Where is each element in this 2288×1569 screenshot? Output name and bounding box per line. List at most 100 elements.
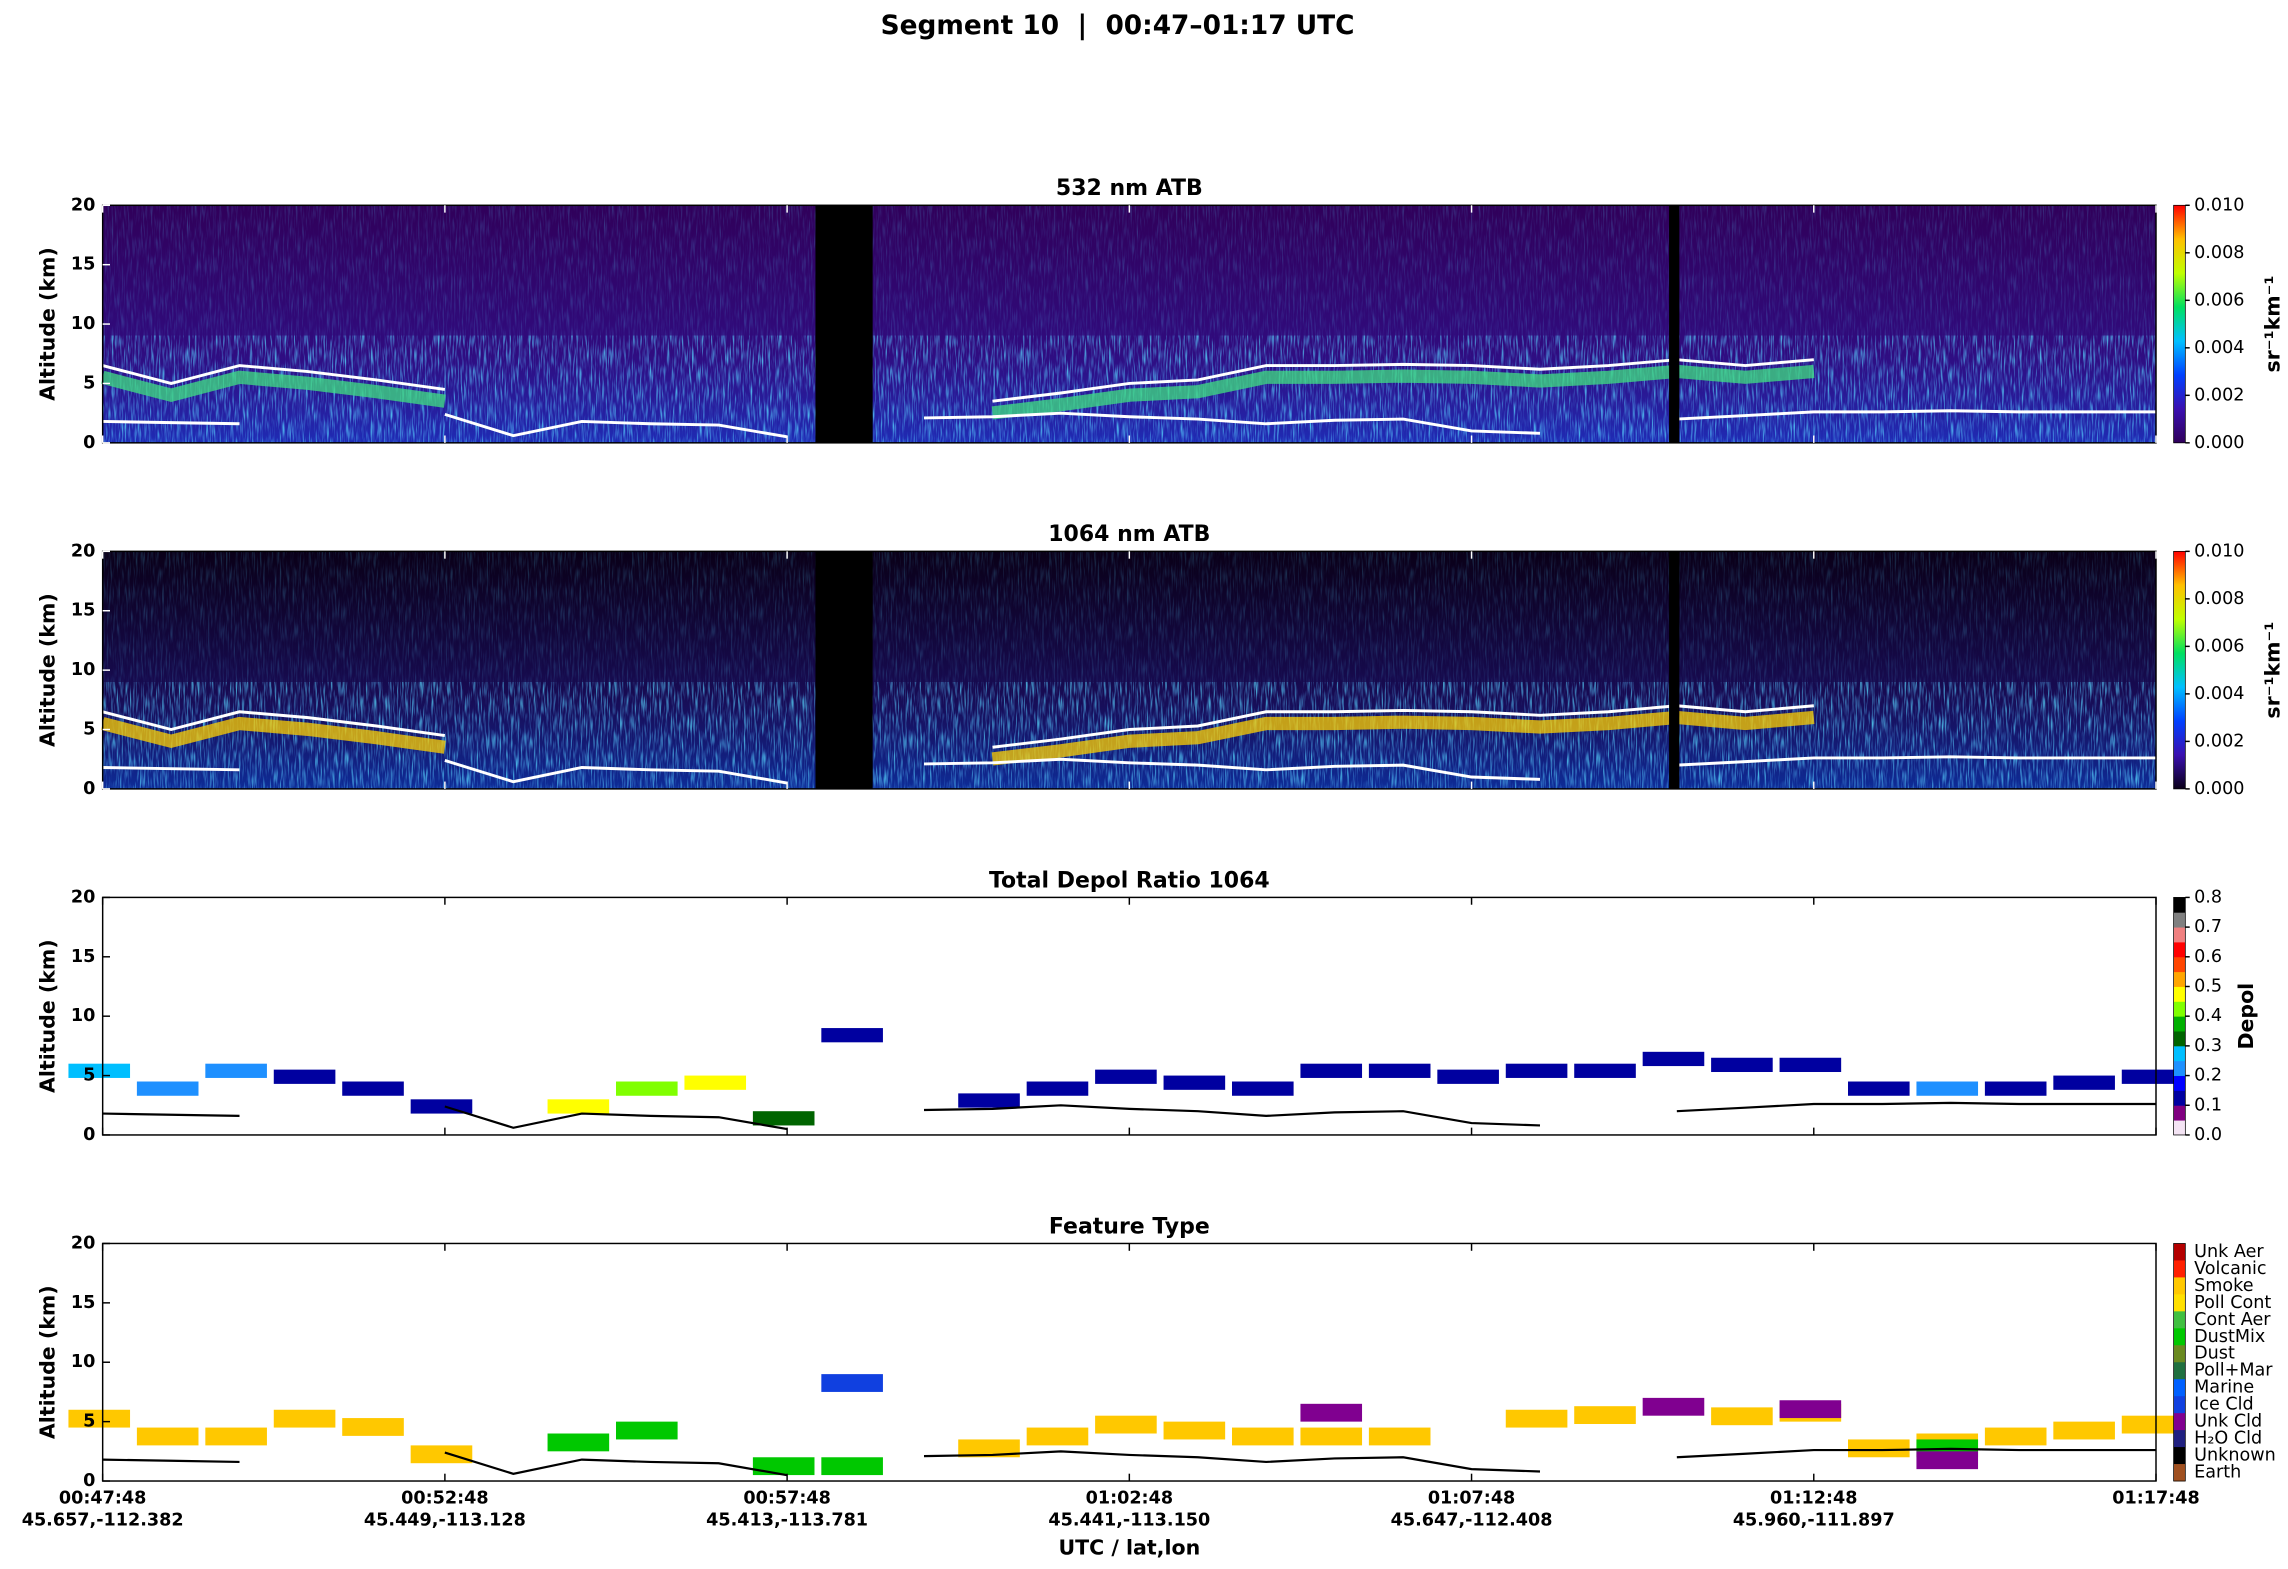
feature-block <box>1848 1439 1910 1458</box>
colorbar-tick-label: 0.002 <box>2194 731 2244 751</box>
y-tick-label: 20 <box>71 887 95 907</box>
y-tick-label: 20 <box>71 541 95 561</box>
depol-layer <box>1848 1081 1910 1096</box>
depol-layer <box>1711 1057 1773 1073</box>
feature-block <box>1916 1451 1979 1470</box>
colorbar-tick-label: 0.5 <box>2194 976 2222 996</box>
feature-block <box>273 1409 336 1428</box>
x-tick-sublabel: 45.449,-113.128 <box>364 1511 526 1531</box>
legend-swatch <box>2173 1396 2186 1414</box>
plot-background <box>102 1243 2156 1482</box>
legend-label: Cont Aer <box>2194 1310 2271 1330</box>
legend-label: Marine <box>2194 1378 2254 1398</box>
surface-line <box>102 1101 2156 1131</box>
colorbar-tick-label: 0.000 <box>2194 779 2244 799</box>
feature-block <box>1300 1403 1363 1422</box>
colorbar-cell <box>2173 927 2186 943</box>
depol-layer <box>1300 1063 1363 1078</box>
x-tick-sublabel: 45.441,-113.150 <box>1048 1511 1210 1531</box>
feature-block <box>68 1409 131 1428</box>
y-tick-label: 5 <box>83 1412 95 1432</box>
colorbar-frame <box>2173 1243 2186 1482</box>
colorbar-tick-label: 0.002 <box>2194 385 2244 405</box>
feature-block <box>821 1374 883 1392</box>
colorbar-tick-label: 0.010 <box>2194 195 2244 215</box>
depol-layer <box>205 1063 267 1078</box>
colorbar-cell <box>2173 912 2186 928</box>
colorbar-cell <box>2173 1031 2186 1047</box>
y-tick-label: 5 <box>83 1066 95 1086</box>
feature-block <box>752 1457 815 1476</box>
colorbar-cell <box>2173 941 2186 958</box>
surface-line <box>102 1447 2156 1477</box>
depol-layer <box>136 1081 199 1096</box>
depol-layer <box>1916 1081 1979 1096</box>
y-tick-label: 15 <box>71 947 95 967</box>
no-data-gap <box>1669 551 1680 789</box>
surface-line <box>102 755 2156 785</box>
depol-layer <box>2053 1075 2115 1090</box>
depol-layer <box>273 1069 336 1084</box>
feature-block <box>342 1418 404 1436</box>
feature-block <box>1300 1427 1363 1446</box>
no-data-gap <box>1669 205 1680 443</box>
colorbar-tick-label: 0.006 <box>2194 636 2244 656</box>
colorbar-tick-label: 0.0 <box>2194 1125 2222 1145</box>
feature-block <box>1711 1407 1773 1426</box>
legend-label: Unknown <box>2194 1446 2276 1466</box>
depol-layer <box>1984 1081 2047 1096</box>
legend-swatch <box>2173 1447 2186 1465</box>
x-tick-sublabel: 45.960,-111.897 <box>1733 1511 1895 1531</box>
y-tick-label: 15 <box>71 255 95 275</box>
colorbar-tick-label: 0.1 <box>2194 1095 2222 1115</box>
feature-block <box>1095 1415 1157 1434</box>
feature-block <box>958 1439 1020 1458</box>
colorbar-tick-label: 0.7 <box>2194 917 2222 937</box>
depol-layer <box>1574 1063 1636 1078</box>
legend-swatch <box>2173 1243 2186 1261</box>
colorbar-tick-label: 0.008 <box>2194 243 2244 263</box>
legend-swatch <box>2173 1413 2186 1431</box>
legend-label: Volcanic <box>2194 1259 2266 1279</box>
x-tick-label: 01:12:48 <box>1770 1489 1857 1509</box>
legend-label: Poll+Mar <box>2194 1361 2273 1381</box>
colorbar-cell <box>2173 897 2186 913</box>
x-tick-label: 01:17:48 <box>2112 1489 2199 1509</box>
legend-label: Ice Cld <box>2194 1395 2254 1415</box>
colorbar-tick-label: 0.8 <box>2194 887 2222 907</box>
colorbar-cell <box>2173 1001 2186 1017</box>
legend-label: Earth <box>2194 1463 2241 1483</box>
feature-block <box>547 1433 610 1452</box>
feature-block <box>2053 1421 2115 1440</box>
colorbar-tick-label: 0.2 <box>2194 1066 2222 1086</box>
depol-layer <box>342 1081 404 1096</box>
figure-title: Segment 10 | 00:47–01:17 UTC <box>881 11 1355 41</box>
colorbar-label: Depol <box>2234 983 2258 1050</box>
panel: 0 5 10 15 20 Altitude (km) Total Depol Ratio 1… <box>35 868 2258 1145</box>
depol-layer <box>1642 1051 1705 1067</box>
depol-layer <box>616 1081 678 1096</box>
depol-layer <box>1232 1081 1294 1096</box>
y-tick-label: 10 <box>71 1006 95 1026</box>
feature-block <box>136 1427 199 1446</box>
y-axis-label: Altitude (km) <box>35 247 59 401</box>
depol-layer <box>684 1075 747 1090</box>
y-tick-label: 15 <box>71 1293 95 1313</box>
feature-block <box>1232 1427 1294 1446</box>
depol-layer <box>547 1099 610 1114</box>
colorbar-tick-label: 0.6 <box>2194 947 2222 967</box>
y-tick-label: 15 <box>71 601 95 621</box>
depol-layer <box>958 1093 1020 1108</box>
y-tick-label: 10 <box>71 1352 95 1372</box>
panel: 0 5 10 15 20 Altitude (km) 1064 nm ATB 0.000 0.0… <box>35 522 2284 799</box>
colorbar-cell <box>2173 1090 2186 1106</box>
panel: 0 5 10 15 20 Altitude (km) Feature Type Unk Aer… <box>22 1214 2276 1559</box>
depol-layer <box>1368 1063 1431 1078</box>
feature-block <box>2121 1415 2184 1434</box>
y-tick-label: 20 <box>71 1233 95 1253</box>
backscatter-speckle <box>102 551 2156 789</box>
depol-layer <box>2121 1069 2184 1084</box>
x-tick-sublabel: 45.647,-112.408 <box>1391 1511 1553 1531</box>
x-tick-sublabel: 45.413,-113.781 <box>706 1511 868 1531</box>
